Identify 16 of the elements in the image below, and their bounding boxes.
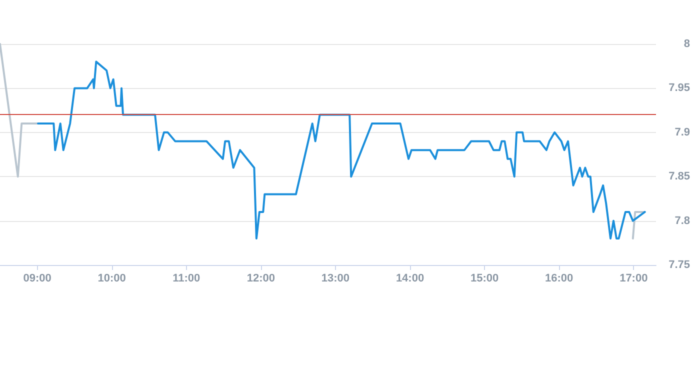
x-tick-label: 13:00	[321, 272, 350, 284]
y-tick-label: 7.8	[674, 214, 690, 227]
line-series	[37, 60, 646, 240]
x-tick-label: 15:00	[470, 272, 499, 284]
x-tick-label: 16:00	[545, 272, 574, 284]
y-tick-label: 7.9	[674, 126, 690, 138]
y-tick-label: 8	[684, 38, 690, 50]
y-tick-label: 7.75	[668, 259, 690, 271]
y-tick-label: 7.85	[668, 170, 690, 183]
x-tick-label: 10:00	[98, 272, 126, 284]
x-tick-label: 11:00	[172, 272, 200, 284]
y-tick-label: 7.95	[668, 82, 690, 94]
x-tick-label: 17:00	[620, 272, 648, 284]
x-tick-label: 09:00	[23, 272, 52, 284]
x-tick-label: 12:00	[246, 272, 275, 284]
x-tick-label: 14:00	[396, 272, 424, 284]
